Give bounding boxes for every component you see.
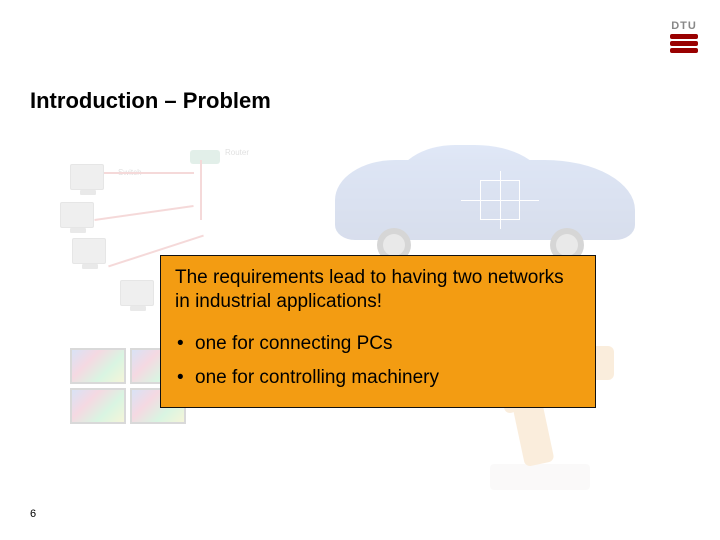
callout-lead: The requirements lead to having two netw… <box>175 266 581 315</box>
car-illustration <box>335 145 635 260</box>
callout-bullet: one for controlling machinery <box>175 361 581 395</box>
logo-text: DTU <box>671 20 697 32</box>
logo: DTU <box>670 20 698 53</box>
page-title: Introduction – Problem <box>30 88 271 114</box>
page-number: 6 <box>30 508 36 520</box>
callout-bullet: one for connecting PCs <box>175 327 581 361</box>
callout-box: The requirements lead to having two netw… <box>160 255 596 408</box>
slide: DTU Introduction – Problem Router Switch <box>0 0 720 540</box>
callout-bullet-list: one for connecting PCs one for controlli… <box>175 327 581 395</box>
router-label: Router <box>225 148 249 157</box>
logo-bars-icon <box>670 34 698 53</box>
